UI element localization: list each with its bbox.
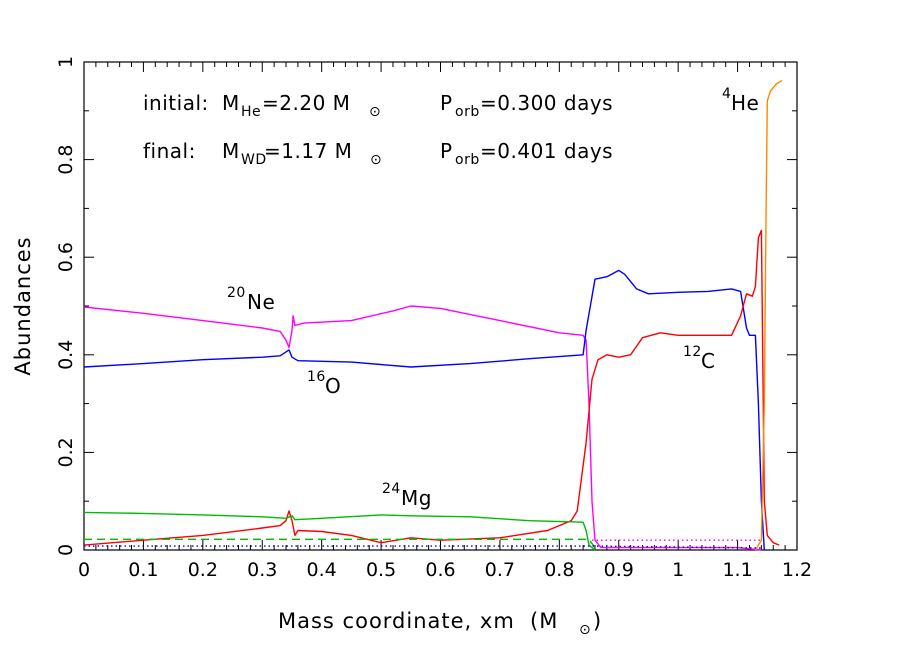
axis-ticks xyxy=(83,61,798,551)
x-tick-label: 0.7 xyxy=(485,559,515,581)
initial-porb-sub: orb xyxy=(455,104,480,120)
x-axis-label-group: Mass coordinate, xm (M ⊙ ) xyxy=(278,609,602,638)
y-tick-label: 0.8 xyxy=(55,144,77,174)
y-tick-label: 0.4 xyxy=(55,340,77,370)
initial-label: initial: xyxy=(143,91,209,115)
final-mass-value: =1.17 M xyxy=(264,139,352,163)
final-porb-sub: orb xyxy=(455,152,480,168)
label-20Ne-sup: 20 xyxy=(227,285,246,301)
label-16O-text: O xyxy=(325,374,341,398)
x-axis-label: Mass coordinate, xm xyxy=(278,609,515,633)
series-line-24Mg xyxy=(83,511,596,551)
series-lines xyxy=(83,79,783,551)
label-12C-text: C xyxy=(701,349,715,373)
annotation-final: final: M WD =1.17 M ⊙ P orb =0.401 days xyxy=(143,139,613,168)
final-porb-symbol: P xyxy=(440,139,453,163)
label-24Mg: 24 Mg xyxy=(382,481,432,510)
final-sun-symbol: ⊙ xyxy=(370,152,382,168)
x-axis-unit-open: (M xyxy=(530,609,558,633)
series-line-16O xyxy=(83,269,765,551)
x-axis-unit-sun-symbol: ⊙ xyxy=(579,622,591,638)
series-line-20Ne xyxy=(83,305,762,551)
x-tick-label: 0.3 xyxy=(247,559,277,581)
label-12C-sup: 12 xyxy=(683,344,702,360)
y-tick-label: 0.6 xyxy=(55,242,77,272)
initial-porb-symbol: P xyxy=(440,91,453,115)
x-tick-label: 0.2 xyxy=(188,559,218,581)
x-tick-label: 0.6 xyxy=(425,559,455,581)
initial-mass-value: =2.20 M xyxy=(262,91,350,115)
final-mass-sub: WD xyxy=(241,152,267,168)
initial-sun-symbol: ⊙ xyxy=(369,104,381,120)
y-tick-label: 0.2 xyxy=(55,437,77,467)
final-label: final: xyxy=(143,139,196,163)
x-tick-label: 1 xyxy=(672,559,684,581)
y-axis-label: Abundances xyxy=(11,236,35,375)
x-tick-labels: 0 0.1 0.2 0.3 0.4 0.5 0.6 0.7 0.8 0.9 1 1.1 1.2 xyxy=(78,559,812,581)
x-tick-label: 0.8 xyxy=(544,559,574,581)
label-12C: 12 C xyxy=(683,344,715,373)
final-porb-value: =0.401 days xyxy=(480,139,613,163)
label-24Mg-text: Mg xyxy=(401,486,432,510)
x-tick-label: 0.1 xyxy=(128,559,158,581)
final-mass-symbol: M xyxy=(222,139,240,163)
series-line-24Mg-dashed xyxy=(84,538,596,549)
label-16O-sup: 16 xyxy=(307,369,326,385)
x-tick-label: 0.4 xyxy=(307,559,337,581)
label-20Ne: 20 Ne xyxy=(227,285,275,314)
plot-area-border xyxy=(83,61,798,551)
y-tick-label: 0 xyxy=(55,544,77,556)
x-tick-label: 0 xyxy=(78,559,90,581)
x-tick-label: 1.1 xyxy=(722,559,752,581)
plot-frame xyxy=(83,61,798,551)
initial-mass-sub: He xyxy=(241,104,261,120)
x-tick-label: 0.5 xyxy=(366,559,396,581)
label-20Ne-text: Ne xyxy=(247,290,275,314)
series-line-4He xyxy=(754,79,783,551)
x-tick-label: 0.9 xyxy=(604,559,634,581)
series-line-blue-dotted xyxy=(84,545,762,549)
initial-porb-value: =0.300 days xyxy=(480,91,613,115)
annotation-initial: initial: M He =2.20 M ⊙ P orb =0.300 day… xyxy=(143,91,613,120)
y-tick-label: 1 xyxy=(55,56,77,68)
x-axis-unit-close: ) xyxy=(593,609,602,633)
y-tick-labels: 0 0.2 0.4 0.6 0.8 1 xyxy=(55,56,77,556)
initial-mass-symbol: M xyxy=(222,91,240,115)
label-4He-sup: 4 xyxy=(722,86,731,102)
label-24Mg-sup: 24 xyxy=(382,481,401,497)
label-4He: 4 He xyxy=(722,86,759,115)
label-16O: 16 O xyxy=(307,369,341,398)
label-4He-text: He xyxy=(731,91,759,115)
x-tick-label: 1.2 xyxy=(782,559,812,581)
